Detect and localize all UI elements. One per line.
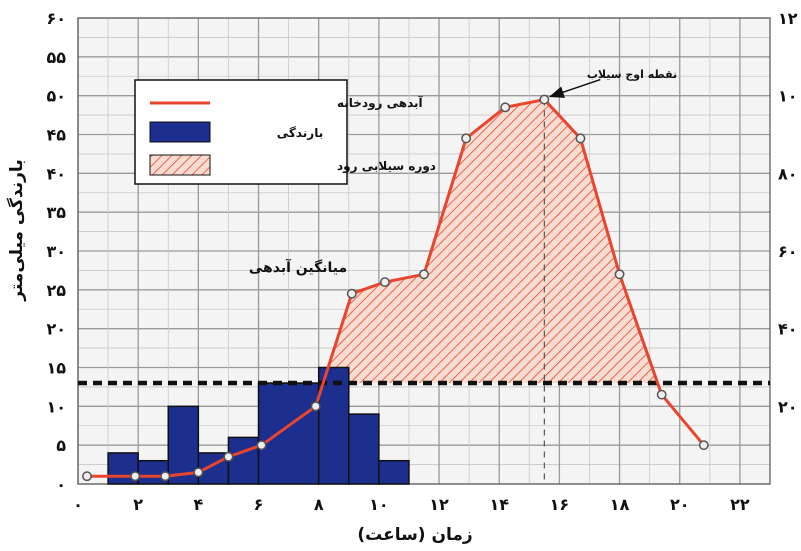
- left-tick-label: ۲۰: [46, 320, 66, 339]
- left-tick-label: ۱۰: [46, 397, 66, 416]
- left-tick-label: ۲۵: [46, 281, 66, 300]
- peak-label: نقطه اوج سیلاب: [587, 68, 677, 82]
- legend-rainfall-swatch: [149, 121, 211, 143]
- right-tick-label: ۱۰۰: [778, 87, 801, 106]
- x-tick-label: ۱۶: [550, 495, 570, 514]
- right-tick-label: ۲۰: [778, 397, 798, 416]
- legend-discharge-label: آبدهی رودخانه: [337, 95, 424, 111]
- legend-rainfall-label: بارندگی: [277, 126, 323, 140]
- discharge-point: [575, 133, 586, 144]
- x-tick-label: ۱۸: [610, 495, 630, 514]
- x-tick-label: ۴: [193, 495, 203, 514]
- plot-frame: [77, 17, 771, 485]
- discharge-point: [130, 471, 141, 482]
- discharge-point: [614, 269, 625, 280]
- flood-period-area: [323, 99, 658, 384]
- left-tick-label: ۴۵: [46, 126, 66, 145]
- discharge-point: [223, 451, 234, 462]
- left-tick-label: ۳۰: [46, 242, 66, 261]
- rainfall-bar: [227, 436, 260, 485]
- discharge-point: [698, 440, 709, 451]
- discharge-point: [379, 277, 390, 288]
- x-axis-title: زمان (ساعت): [357, 525, 472, 545]
- discharge-point: [82, 471, 92, 482]
- rainfall-bar: [167, 405, 200, 485]
- left-tick-label: ۱۵: [46, 359, 66, 378]
- rainfall-bars: [107, 366, 410, 485]
- right-tick-labels: ۲۰ ۴۰ ۶۰ ۸۰ ۱۰۰ ۱۲۰: [778, 9, 801, 416]
- x-tick-label: ۲: [133, 495, 143, 514]
- right-tick-label: ۶۰: [778, 242, 798, 261]
- legend-flood-swatch: [149, 154, 211, 176]
- right-tick-label: ۴۰: [778, 320, 798, 339]
- peak-marker: [543, 78, 601, 484]
- discharge-point: [256, 440, 267, 451]
- flood-area: [323, 99, 658, 384]
- x-tick-label: ۶: [254, 495, 264, 514]
- x-tick-label: ۲۲: [730, 495, 750, 514]
- legend-flood-label: دوره سیلابی رود: [337, 159, 436, 174]
- y-axis-title: بارندگی میلی‌متر: [6, 159, 27, 301]
- discharge-point: [346, 288, 357, 299]
- discharge-point: [160, 471, 171, 482]
- left-tick-label: ۶۰: [46, 9, 66, 28]
- discharge-point: [539, 94, 550, 105]
- right-tick-label: ۸۰: [778, 164, 798, 183]
- discharge-point: [500, 102, 511, 113]
- x-tick-label: ۲۰: [670, 495, 690, 514]
- x-tick-labels: ۰ ۲ ۴ ۶ ۸ ۱۰ ۱۲ ۱۴ ۱۶ ۱۸ ۲۰ ۲۲: [73, 495, 750, 514]
- x-tick-label: ۱۴: [489, 495, 509, 514]
- left-tick-label: ۵۵: [46, 48, 66, 67]
- right-tick-label: ۱۲۰: [778, 9, 801, 28]
- left-tick-label: ۵۰: [46, 87, 66, 106]
- rainfall-bar: [257, 382, 320, 485]
- rainfall-bar: [348, 413, 380, 485]
- discharge-point: [419, 269, 429, 280]
- left-tick-label: ۰: [56, 475, 66, 494]
- discharge-point: [193, 467, 204, 478]
- x-tick-label: ۱۰: [369, 495, 389, 514]
- x-tick-label: ۰: [73, 495, 83, 514]
- discharge-points: [82, 94, 709, 482]
- mean-discharge-label: میانگین آبدهی: [249, 258, 347, 276]
- rainfall-bar: [317, 366, 350, 485]
- x-tick-label: ۸: [314, 495, 324, 514]
- rainfall-bar: [378, 459, 410, 485]
- left-tick-label: ۳۵: [46, 203, 66, 222]
- peak-arrow: [548, 78, 601, 98]
- x-tick-label: ۱۲: [429, 495, 449, 514]
- discharge-point: [461, 133, 472, 144]
- legend: آبدهی رودخانه بارندگی دوره سیلابی رود: [134, 79, 436, 185]
- left-tick-label: ۴۰: [46, 164, 66, 183]
- discharge-point: [310, 401, 321, 412]
- left-tick-label: ۵: [56, 436, 66, 455]
- discharge-point: [656, 389, 667, 400]
- left-tick-labels: ۰ ۵ ۱۰ ۱۵ ۲۰ ۲۵ ۳۰ ۳۵ ۴۰ ۴۵ ۵۰ ۵۵ ۶۰: [46, 9, 66, 494]
